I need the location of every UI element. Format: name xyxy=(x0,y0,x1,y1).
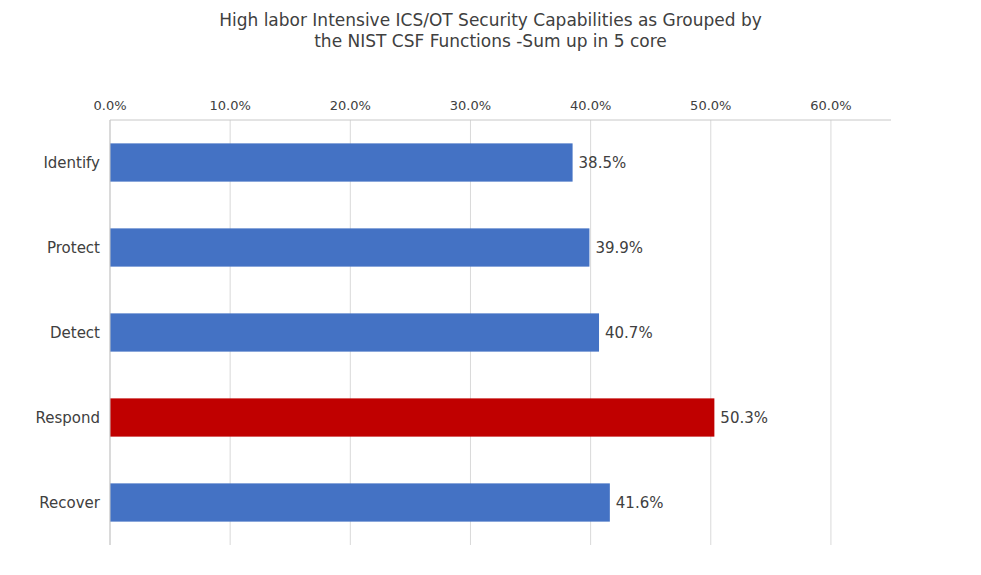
data-labels: 38.5% 39.9% 40.7% 50.3% 41.6% xyxy=(579,154,768,512)
data-label: 38.5% xyxy=(579,154,627,172)
bar xyxy=(110,483,610,521)
x-axis-line xyxy=(110,120,891,121)
bar xyxy=(110,228,589,266)
y-tick-label: Identify xyxy=(43,154,100,172)
y-axis: Identify Protect Detect Respond Recover xyxy=(35,154,100,512)
x-tick-label: 40.0% xyxy=(570,98,611,113)
x-axis: 0.0% 10.0% 20.0% 30.0% 40.0% 50.0% 60.0% xyxy=(93,98,891,120)
x-tick-label: 10.0% xyxy=(209,98,250,113)
title-line: the NIST CSF Functions -Sum up in 5 core xyxy=(314,31,667,51)
data-label: 39.9% xyxy=(595,239,643,257)
bars xyxy=(110,143,714,521)
y-tick-label: Protect xyxy=(47,239,100,257)
chart-svg: High labor Intensive ICS/OT Security Cap… xyxy=(0,0,981,575)
chart-title: High labor Intensive ICS/OT Security Cap… xyxy=(219,10,762,51)
grid xyxy=(110,120,831,545)
grid-line xyxy=(830,120,831,545)
x-tick-label: 30.0% xyxy=(450,98,491,113)
chart-container: High labor Intensive ICS/OT Security Cap… xyxy=(0,0,981,575)
grid-line xyxy=(110,120,111,545)
y-tick-label: Recover xyxy=(39,494,101,512)
bar xyxy=(110,143,573,181)
x-tick-label: 50.0% xyxy=(690,98,731,113)
bar xyxy=(110,313,599,351)
data-label: 41.6% xyxy=(616,494,664,512)
y-axis-line xyxy=(110,120,111,545)
grid-line xyxy=(710,120,711,545)
data-label: 50.3% xyxy=(720,409,768,427)
data-label: 40.7% xyxy=(605,324,653,342)
y-tick-label: Respond xyxy=(35,409,100,427)
bar xyxy=(110,398,714,436)
x-tick-label: 20.0% xyxy=(330,98,371,113)
x-tick-label: 60.0% xyxy=(810,98,851,113)
y-tick-label: Detect xyxy=(50,324,100,342)
title-line: High labor Intensive ICS/OT Security Cap… xyxy=(219,10,762,30)
x-tick-label: 0.0% xyxy=(93,98,126,113)
